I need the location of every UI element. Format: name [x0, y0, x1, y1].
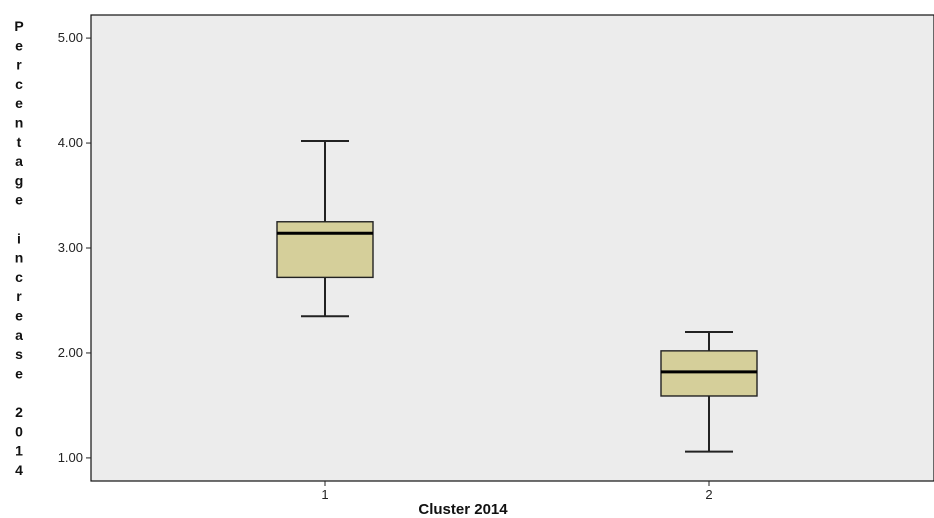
- x-tick-label: 1: [321, 487, 328, 502]
- y-axis: 1.00 2.00 3.00 4.00 5.00: [58, 30, 91, 465]
- x-tick-label: 2: [705, 487, 712, 502]
- iqr-box: [276, 221, 374, 279]
- y-axis-title-char: c: [15, 269, 23, 285]
- y-axis-title-char: 1: [15, 443, 23, 459]
- y-axis-title-char: a: [15, 327, 23, 343]
- y-tick-label: 3.00: [58, 240, 83, 255]
- y-axis-title-char: e: [15, 365, 23, 381]
- box-plot-category-1: [276, 139, 374, 318]
- y-tick-label: 5.00: [58, 30, 83, 45]
- y-tick-label: 2.00: [58, 345, 83, 360]
- y-axis-title-char: 4: [15, 462, 23, 478]
- y-axis-title-char: r: [16, 57, 22, 73]
- y-axis-title-char: 0: [15, 423, 23, 439]
- y-axis-title-char: n: [15, 115, 24, 131]
- y-axis-title-char: e: [15, 308, 23, 324]
- x-axis-title: Cluster 2014: [418, 501, 508, 518]
- y-axis-title-char: g: [15, 172, 24, 188]
- y-tick-label: 1.00: [58, 450, 83, 465]
- y-axis-title-char: i: [17, 230, 21, 246]
- y-axis-title-char: t: [17, 134, 22, 150]
- plot-area: [90, 14, 934, 482]
- y-tick-label: 4.00: [58, 135, 83, 150]
- boxes-group: [276, 139, 758, 453]
- y-axis-title-char: n: [15, 250, 24, 266]
- y-axis-title-char: a: [15, 153, 23, 169]
- box-plot-category-2: [660, 330, 758, 453]
- y-axis-title-char: r: [16, 288, 22, 304]
- y-axis-title-char: e: [15, 192, 23, 208]
- y-axis-title-char: e: [15, 95, 23, 111]
- y-axis-title-char: c: [15, 76, 23, 92]
- iqr-box: [660, 350, 758, 397]
- y-axis-title-char: e: [15, 37, 23, 53]
- y-axis-title-char: P: [14, 18, 23, 34]
- y-axis-title-char: s: [15, 346, 23, 362]
- y-axis-title-char: 2: [15, 404, 23, 420]
